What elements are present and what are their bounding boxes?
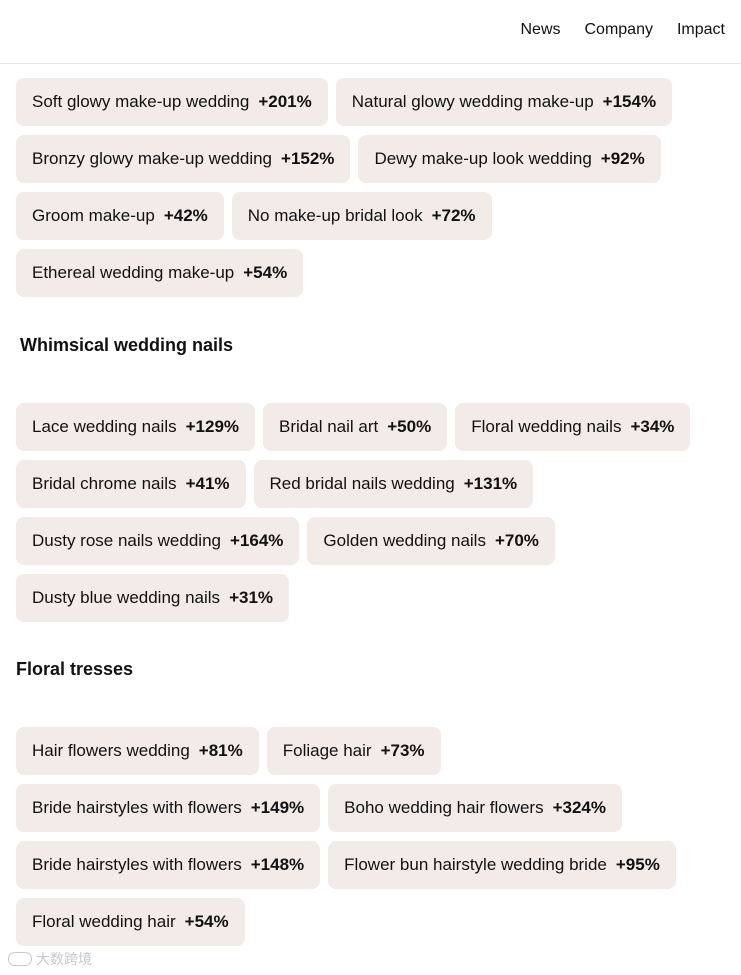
tresses-trend-list: Hair flowers wedding +81% Foliage hair +73… <box>16 727 728 946</box>
watermark-text: 大数跨境 <box>36 951 92 967</box>
trend-change: +81% <box>198 741 243 760</box>
top-bar: News Company Impact <box>0 0 741 64</box>
trend-pill[interactable]: Hair flowers wedding +81% <box>16 727 259 775</box>
trend-pill[interactable]: Dusty blue wedding nails +31% <box>16 574 290 622</box>
watermark: 大数跨境 <box>8 949 92 969</box>
trend-change: +149% <box>250 798 305 817</box>
trend-pill[interactable]: Floral wedding hair +54% <box>16 898 245 946</box>
trend-change: +34% <box>630 417 675 436</box>
trend-pill[interactable]: Bridal nail art +50% <box>263 403 448 451</box>
trend-change: +72% <box>431 206 476 225</box>
trend-change: +164% <box>229 531 284 550</box>
trend-change: +42% <box>163 206 208 225</box>
nav-link-impact[interactable]: Impact <box>676 21 725 38</box>
trend-pill[interactable]: Foliage hair +73% <box>266 727 441 775</box>
trend-pill[interactable]: Groom make-up +42% <box>16 192 224 240</box>
trend-change: +54% <box>184 912 229 931</box>
trend-change: +148% <box>250 855 305 874</box>
section-title-tresses: Floral tresses <box>16 659 134 679</box>
trend-pill[interactable]: Bridal chrome nails +41% <box>16 460 246 508</box>
trend-change: +41% <box>185 474 230 493</box>
trend-change: +129% <box>185 417 240 436</box>
trend-change: +95% <box>615 855 660 874</box>
trend-pill[interactable]: Dusty rose nails wedding +164% <box>16 517 300 565</box>
top-nav: News Company Impact <box>520 20 725 40</box>
trend-pill[interactable]: Lace wedding nails +129% <box>16 403 256 451</box>
nails-trend-list: Lace wedding nails +129% Bridal nail art +… <box>16 403 728 622</box>
trend-pill[interactable]: Red bridal nails wedding +131% <box>253 460 534 508</box>
trend-pill[interactable]: Bronzy glowy make-up wedding +152% <box>16 135 351 183</box>
trend-pill[interactable]: Dewy make-up look wedding +92% <box>358 135 661 183</box>
watermark-logo-icon <box>8 952 32 966</box>
trend-change: +131% <box>463 474 518 493</box>
trend-change: +201% <box>258 92 312 111</box>
nav-link-news[interactable]: News <box>520 21 561 38</box>
nav-link-company[interactable]: Company <box>584 21 653 38</box>
trend-change: +70% <box>494 531 539 550</box>
trend-change: +31% <box>229 588 274 607</box>
trend-pill[interactable]: Boho wedding hair flowers +324% <box>328 784 622 832</box>
trend-change: +54% <box>243 263 288 282</box>
trend-pill[interactable]: Soft glowy make-up wedding +201% <box>16 78 328 126</box>
trend-pill[interactable]: Bride hairstyles with flowers +149% <box>16 784 321 832</box>
makeup-trend-list: Soft glowy make-up wedding +201% Natural … <box>16 78 728 297</box>
trend-change: +73% <box>380 741 425 760</box>
trend-change: +92% <box>600 149 645 168</box>
trend-change: +154% <box>602 92 657 111</box>
trend-pill[interactable]: Floral wedding nails +34% <box>455 403 691 451</box>
trend-pill[interactable]: Flower bun hairstyle wedding bride +95% <box>328 841 676 889</box>
trend-pill[interactable]: Golden wedding nails +70% <box>307 517 555 565</box>
trend-change: +50% <box>387 417 432 436</box>
trend-pill[interactable]: No make-up bridal look +72% <box>231 192 492 240</box>
trend-pill[interactable]: Natural glowy wedding make-up +154% <box>335 78 673 126</box>
trend-pill[interactable]: Ethereal wedding make-up +54% <box>16 249 304 297</box>
trend-change: +152% <box>281 149 335 168</box>
trend-pill[interactable]: Bride hairstyles with flowers +148% <box>16 841 321 889</box>
trend-change: +324% <box>552 798 606 817</box>
section-title-nails: Whimsical wedding nails <box>20 335 234 355</box>
